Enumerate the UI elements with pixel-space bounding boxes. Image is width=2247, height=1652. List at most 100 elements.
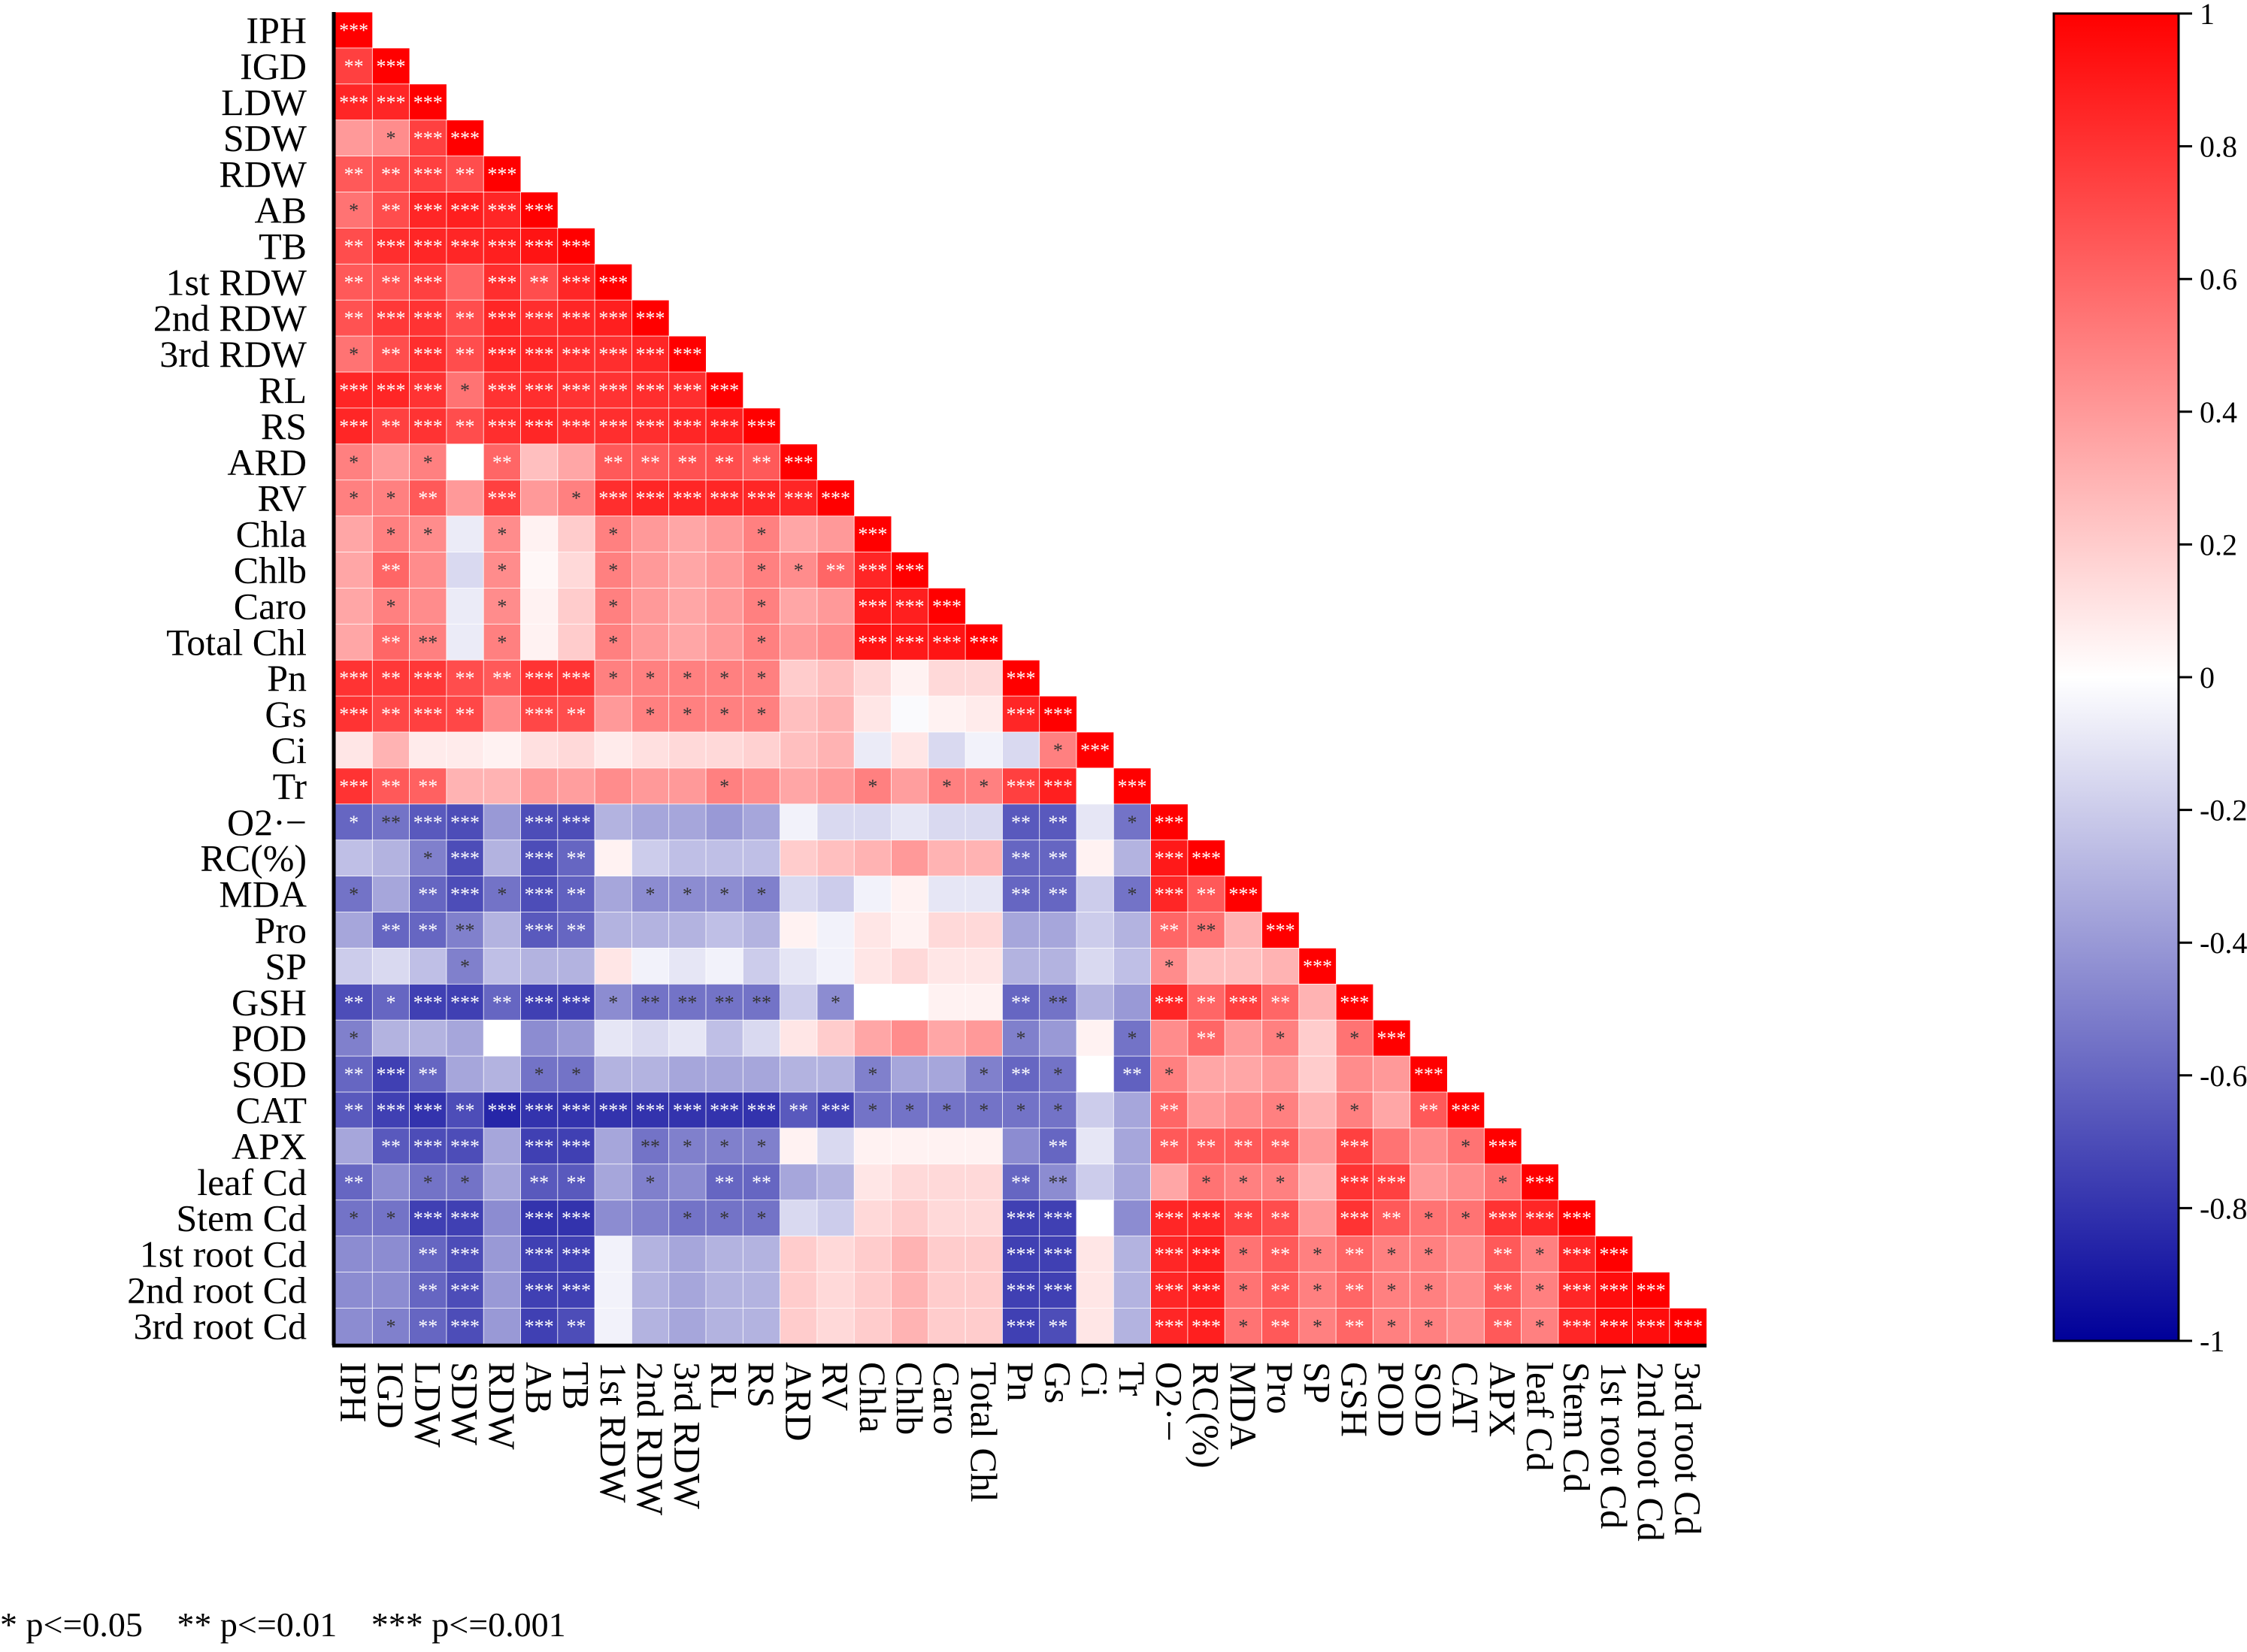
- significance-2nd-root-cd-gs: ***: [1043, 1279, 1073, 1301]
- cell-sod-chla: [853, 1055, 892, 1093]
- cell-3rd-rdw-iph: [335, 335, 374, 373]
- cell-gs-caro: [928, 695, 966, 733]
- cell-gs-pn: [1002, 695, 1040, 733]
- colorbar-tick-label: 1: [2200, 0, 2215, 31]
- cell-sod-rv: [816, 1055, 855, 1093]
- colorbar-tick-label: -0.2: [2200, 794, 2247, 828]
- significance-1st-rdw-tb: ***: [562, 271, 591, 293]
- cell-tr-1st-rdw: [594, 767, 633, 805]
- significance-stem-cd-ab: ***: [525, 1208, 554, 1230]
- cell-caro-ldw: [409, 588, 447, 625]
- significance-stem-cd-rs: *: [756, 1208, 766, 1230]
- cell-apx-iph: [335, 1127, 374, 1165]
- cell-stem-cd-pod: [1373, 1200, 1411, 1237]
- cell-rv-rl: [705, 480, 744, 517]
- significance-pro-o2: **: [1159, 919, 1179, 941]
- col-label-tr: Tr: [1111, 1362, 1153, 1396]
- cell-2nd-root-cd-rl: [705, 1272, 744, 1309]
- cell-pod-sdw: [446, 1019, 485, 1057]
- cell-tr-ci: [1076, 767, 1115, 805]
- cell-gsh-total-chl: [965, 983, 1004, 1021]
- cell-1st-root-cd-gs: [1039, 1236, 1077, 1273]
- significance-2nd-root-cd-tb: ***: [562, 1279, 591, 1301]
- significance-rv-3rd-rdw: ***: [673, 488, 702, 510]
- cell-1st-rdw-ldw: [409, 263, 447, 301]
- significance-pn-2nd-rdw: *: [646, 667, 656, 689]
- significance-mda-ab: ***: [525, 884, 554, 906]
- cell-1st-root-cd-pn: [1002, 1236, 1040, 1273]
- cell-total-chl-total-chl: [965, 623, 1004, 661]
- col-label-pro: Pro: [1259, 1362, 1301, 1414]
- cell-tb-iph: [335, 227, 374, 265]
- cell-stem-cd-pro: [1261, 1200, 1300, 1237]
- cell-pro-pro: [1261, 912, 1300, 949]
- cell-pn-sdw: [446, 659, 485, 697]
- cell-ard-3rd-rdw: [668, 443, 707, 481]
- cell-2nd-root-cd-rs: [742, 1272, 781, 1309]
- significance-2nd-root-cd-gsh: **: [1345, 1279, 1364, 1301]
- cell-pod-gsh: [1335, 1019, 1374, 1057]
- cell-sdw-iph: [335, 120, 374, 157]
- cell-pod-tb: [557, 1019, 595, 1057]
- significance-tb-igd: ***: [376, 235, 405, 257]
- cell-2nd-root-cd-sod: [1410, 1272, 1448, 1309]
- significance-2nd-root-cd-pn: ***: [1007, 1279, 1036, 1301]
- significance-mda-o2: ***: [1155, 884, 1184, 906]
- row-label-rv: RV: [258, 477, 307, 519]
- col-label-rdw: RDW: [481, 1362, 523, 1450]
- significance-apx-pro: **: [1270, 1136, 1290, 1157]
- significance-rs-3rd-rdw: ***: [673, 416, 702, 437]
- cell-sp-ldw: [409, 948, 447, 985]
- cell-stem-cd-cat: [1446, 1200, 1485, 1237]
- significance-ab-ldw: ***: [413, 199, 443, 221]
- cell-pro-tr: [1113, 912, 1152, 949]
- significance-leaf-cd-2nd-rdw: *: [646, 1172, 656, 1194]
- significance-2nd-root-cd-o2: ***: [1155, 1279, 1184, 1301]
- significance-3rd-root-cd-mda: *: [1238, 1315, 1248, 1337]
- cell-2nd-root-cd-3rd-rdw: [668, 1272, 707, 1309]
- significance-tb-iph: **: [344, 235, 364, 257]
- significance-cat-2nd-rdw: ***: [636, 1100, 665, 1121]
- significance-pro-ab: ***: [525, 919, 554, 941]
- significance-o2-ab: ***: [525, 812, 554, 834]
- row-label-tr: Tr: [273, 765, 307, 807]
- cell-pod-gs: [1039, 1019, 1077, 1057]
- cell-rs-iph: [335, 407, 374, 445]
- cell-2nd-root-cd-2nd-root-cd: [1632, 1272, 1670, 1309]
- cell-leaf-cd-sod: [1410, 1163, 1448, 1201]
- significance-apx-rl: *: [719, 1136, 729, 1157]
- col-label-2nd-rdw: 2nd RDW: [629, 1362, 671, 1516]
- cell-ab-ldw: [409, 192, 447, 229]
- cell-1st-root-cd-apx: [1483, 1236, 1522, 1273]
- cell-ard-iph: [335, 443, 374, 481]
- significance-total-chl-caro: ***: [932, 631, 961, 653]
- significance-1st-root-cd-stem-cd: ***: [1562, 1244, 1591, 1266]
- significance-rc-ab: ***: [525, 848, 554, 870]
- cell-total-chl-1st-rdw: [594, 623, 633, 661]
- cell-caro-rv: [816, 588, 855, 625]
- cell-cat-pro: [1261, 1091, 1300, 1129]
- significance-tr-tr: ***: [1117, 776, 1146, 797]
- cell-sp-rdw: [483, 948, 522, 985]
- cell-3rd-rdw-igd: [371, 335, 410, 373]
- cell-3rd-root-cd-gsh: [1335, 1308, 1374, 1345]
- cell-3rd-rdw-rdw: [483, 335, 522, 373]
- row-label-chlb: Chlb: [234, 549, 307, 591]
- colorbar: 1 0.8 0.6 0.4 0.2 0 -0.2 -0.4 -0.6 -0.8 -1: [2052, 0, 2247, 1358]
- significance-1st-rdw-ab: **: [529, 271, 549, 293]
- cell-apx-pn: [1002, 1127, 1040, 1165]
- cell-gs-total-chl: [965, 695, 1004, 733]
- cell-pod-mda: [1224, 1019, 1263, 1057]
- cell-1st-root-cd-cat: [1446, 1236, 1485, 1273]
- cell-tb-sdw: [446, 227, 485, 265]
- cell-sp-sp: [1298, 948, 1337, 985]
- significance-gsh-tb: ***: [562, 991, 591, 1013]
- cell-rc-iph: [335, 840, 374, 877]
- colorbar-tick-label: 0.8: [2200, 130, 2237, 164]
- cell-2nd-rdw-ab: [520, 299, 559, 337]
- significance-cat-ldw: ***: [413, 1100, 443, 1121]
- cell-chla-ldw: [409, 516, 447, 553]
- cell-pod-igd: [371, 1019, 410, 1057]
